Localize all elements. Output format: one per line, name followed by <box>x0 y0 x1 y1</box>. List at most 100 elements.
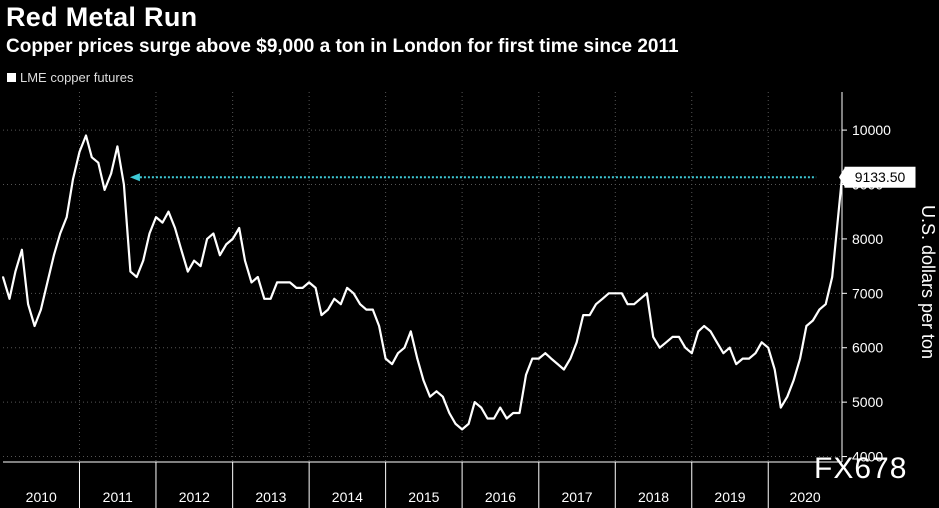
data-point <box>403 346 406 349</box>
data-point <box>422 379 425 382</box>
data-point <box>85 134 87 137</box>
data-point <box>760 341 763 344</box>
x-tick-label: 2016 <box>485 489 516 505</box>
data-point <box>799 357 801 360</box>
data-point <box>614 292 617 295</box>
data-point <box>588 314 591 316</box>
chart-title: Red Metal Run <box>6 2 198 32</box>
data-point <box>735 363 738 365</box>
y-axis-label: U.S. dollars per ton <box>918 205 938 359</box>
legend-label: LME copper futures <box>20 70 134 85</box>
data-point <box>269 297 272 300</box>
data-point <box>779 406 782 409</box>
data-point <box>320 314 323 316</box>
data-point <box>231 238 234 240</box>
data-point <box>346 286 348 289</box>
data-point <box>792 379 795 382</box>
data-point <box>53 254 55 257</box>
y-tick-label: 5000 <box>852 394 883 410</box>
data-point <box>46 281 49 284</box>
data-point <box>607 292 610 295</box>
data-point <box>811 319 814 322</box>
x-tick-label: 2011 <box>103 489 133 505</box>
data-point <box>20 248 23 251</box>
data-point <box>206 238 208 240</box>
data-point <box>716 341 718 344</box>
data-point <box>378 325 381 327</box>
data-point <box>295 286 298 289</box>
data-point <box>786 395 789 398</box>
data-point <box>454 423 457 425</box>
data-point <box>2 276 4 278</box>
data-point <box>697 330 700 333</box>
data-point <box>544 352 547 355</box>
data-point <box>505 417 508 420</box>
data-point <box>754 352 757 355</box>
x-tick-label: 2013 <box>255 489 286 505</box>
data-point <box>90 156 93 159</box>
series-line-lme-copper-futures <box>1 134 844 431</box>
data-point <box>448 412 451 414</box>
data-point <box>671 335 674 338</box>
x-tick-label: 2015 <box>408 489 439 505</box>
data-point <box>658 346 661 349</box>
data-point <box>371 308 374 311</box>
data-point <box>773 368 776 371</box>
data-point <box>212 232 215 235</box>
y-tick-label: 6000 <box>852 340 883 356</box>
data-point <box>684 346 687 349</box>
data-point <box>818 308 821 311</box>
data-point <box>678 335 680 338</box>
data-point <box>288 281 291 284</box>
data-point <box>652 335 655 338</box>
data-point <box>525 374 527 376</box>
data-point <box>461 428 464 431</box>
data-point <box>397 352 399 355</box>
data-point <box>722 352 725 355</box>
data-point <box>59 232 62 235</box>
chart-subtitle: Copper prices surge above $9,000 a ton i… <box>6 36 679 57</box>
data-point <box>142 259 145 262</box>
data-point <box>308 281 311 284</box>
x-tick-label: 2019 <box>714 489 745 505</box>
data-point <box>314 286 317 289</box>
data-point <box>703 325 706 327</box>
last-value-pointer <box>839 167 845 188</box>
data-point <box>728 346 731 349</box>
data-point <box>741 357 744 360</box>
data-point <box>409 330 412 333</box>
data-point <box>646 292 648 295</box>
x-tick-label: 2014 <box>332 489 363 505</box>
data-point <box>416 357 419 360</box>
watermark: FX678 <box>814 452 908 485</box>
data-point <box>333 297 336 300</box>
data-point <box>103 189 106 191</box>
data-point <box>161 221 164 224</box>
data-point <box>512 412 515 414</box>
legend: LME copper futures <box>7 70 133 85</box>
data-point <box>473 401 476 404</box>
data-point <box>218 254 221 257</box>
y-tick-label: 4000 <box>852 449 883 465</box>
data-point <box>499 406 502 409</box>
data-point <box>238 227 241 229</box>
y-tick-label: 10000 <box>852 122 891 138</box>
data-point <box>550 357 553 360</box>
data-point <box>40 308 42 311</box>
data-point <box>8 297 11 300</box>
data-point <box>626 303 629 306</box>
data-point <box>556 363 559 365</box>
data-point <box>250 281 253 284</box>
data-point <box>531 357 534 360</box>
data-point <box>186 270 189 273</box>
y-tick-label: 8000 <box>852 231 883 247</box>
data-point <box>748 357 750 360</box>
data-point <box>339 303 342 306</box>
data-point <box>155 216 157 219</box>
data-point <box>365 308 368 311</box>
data-point <box>359 303 361 306</box>
data-point <box>97 161 100 164</box>
data-point <box>199 265 202 268</box>
data-point <box>467 423 470 425</box>
